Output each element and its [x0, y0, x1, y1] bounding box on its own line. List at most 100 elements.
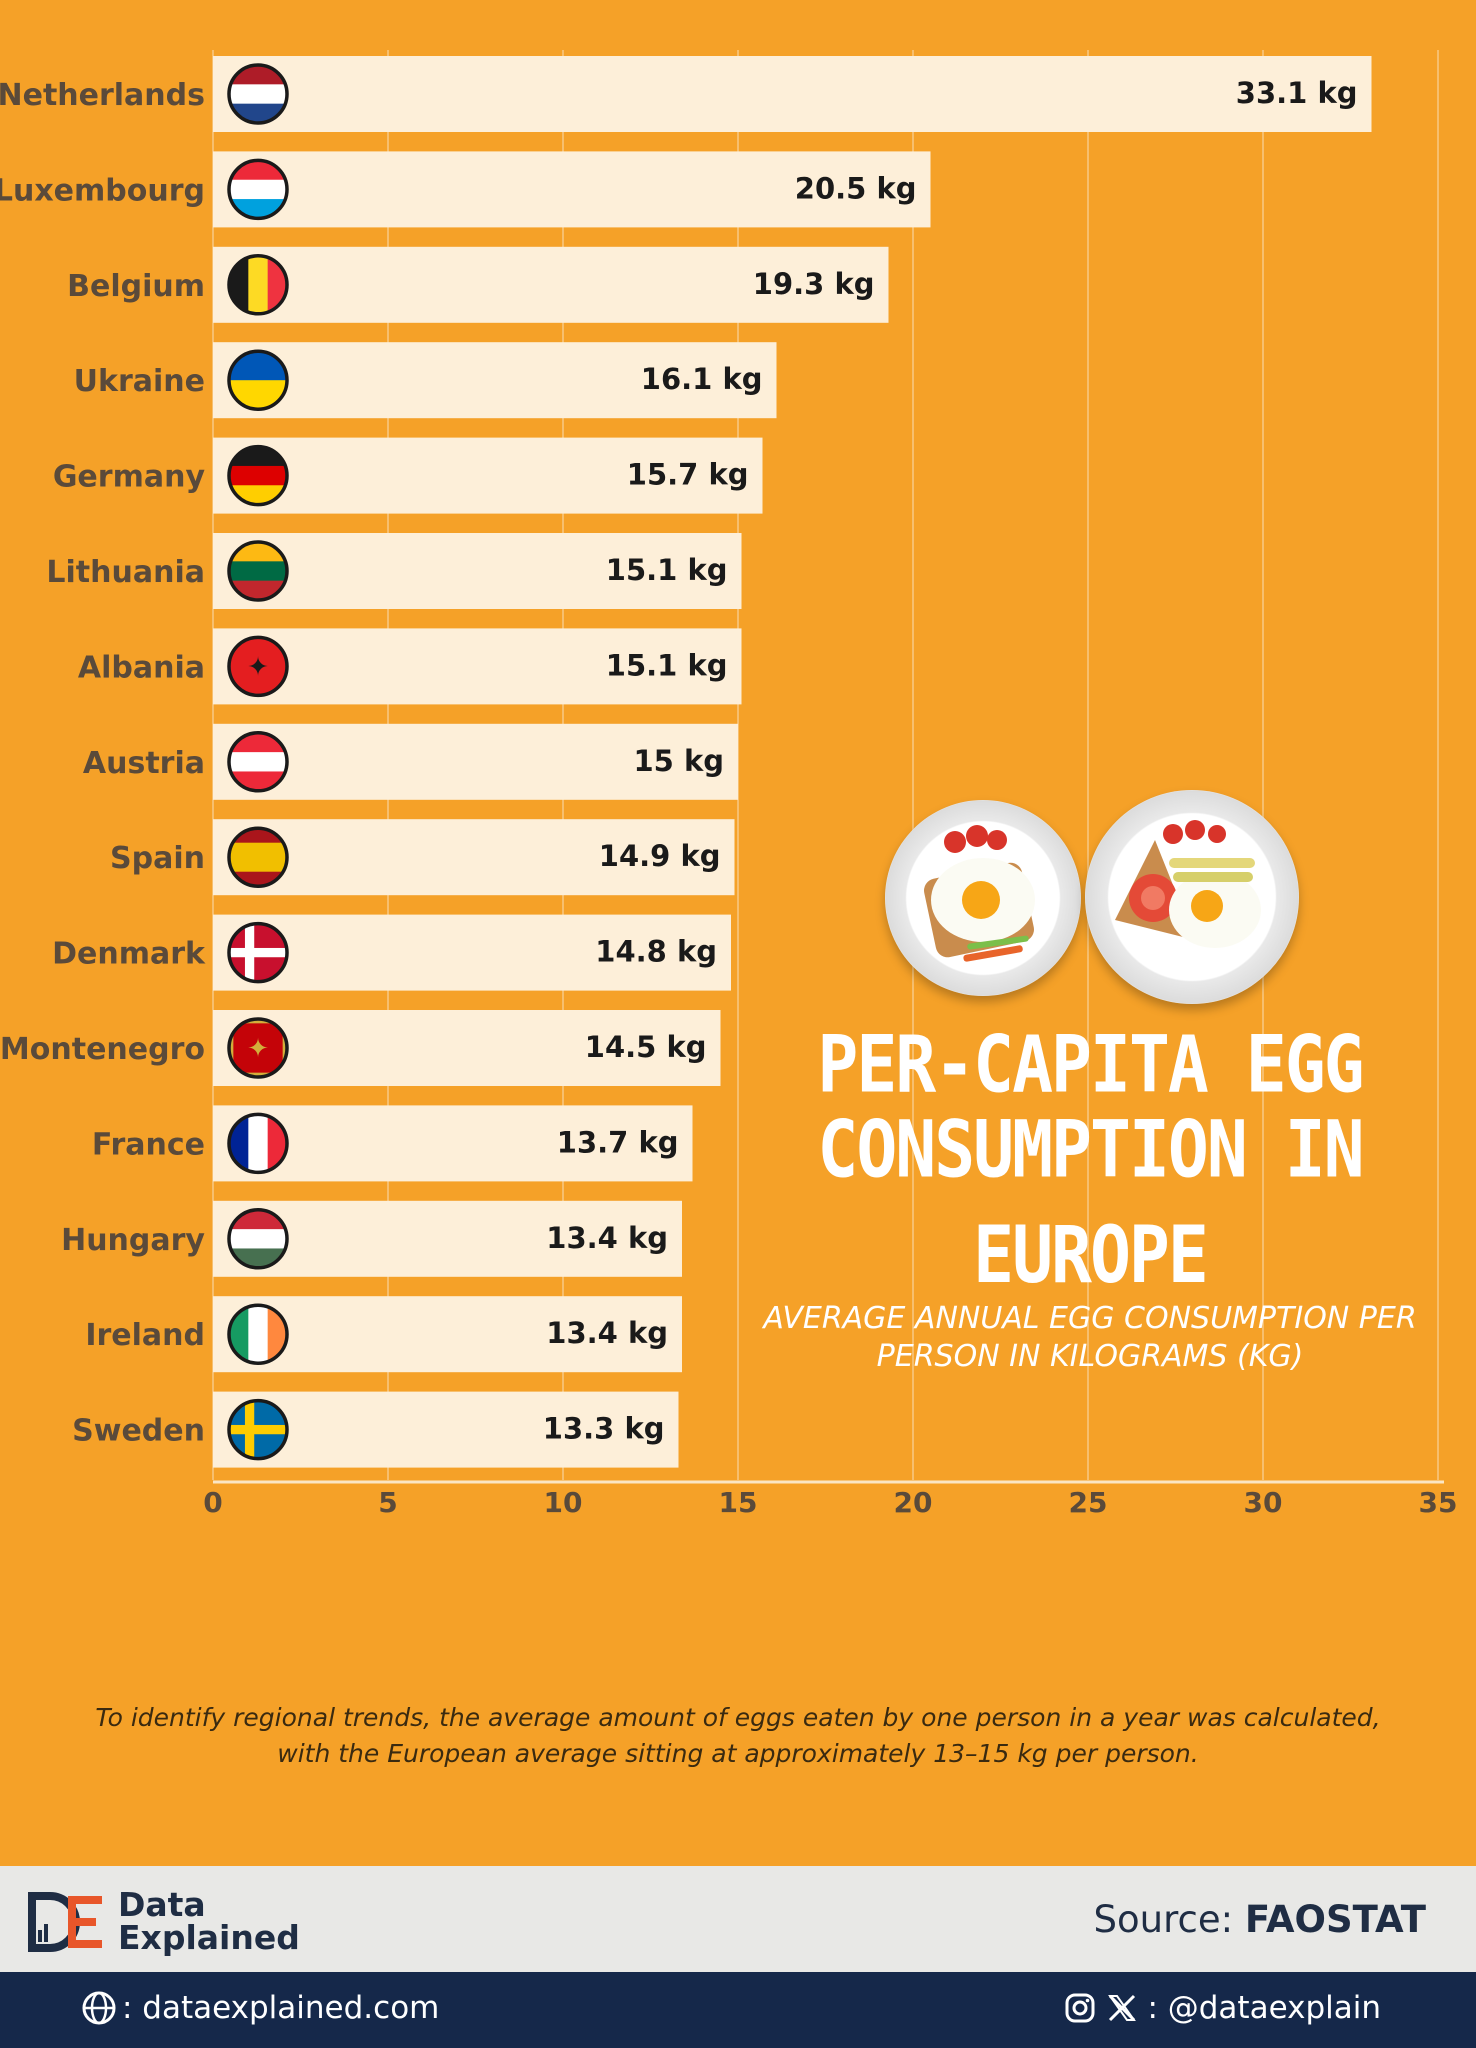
- category-label-ukraine: Ukraine: [74, 364, 205, 399]
- svg-text:✦: ✦: [247, 1034, 269, 1064]
- bar-montenegro: [213, 1010, 721, 1086]
- x-tick-label-5: 5: [378, 1486, 397, 1519]
- value-label-belgium: 19.3 kg: [753, 267, 875, 301]
- category-label-belgium: Belgium: [67, 269, 205, 304]
- bar-ireland: [213, 1296, 682, 1373]
- value-label-lithuania: 15.1 kg: [606, 553, 728, 587]
- value-label-austria: 15 kg: [634, 744, 725, 778]
- flag-ring-montenegro: [227, 1017, 289, 1079]
- flag-ring-netherlands: [227, 63, 289, 125]
- brand-name: Data Explained: [118, 1888, 300, 1954]
- source-name: FAOSTAT: [1244, 1898, 1426, 1941]
- plate-left: [885, 800, 1081, 996]
- flag-ring-albania: [227, 635, 289, 698]
- x-tick-label-25: 25: [1069, 1486, 1108, 1519]
- bar-germany: [213, 437, 763, 514]
- flag-ring-luxembourg: [227, 158, 289, 221]
- note-line-1: To identify regional trends, the average…: [95, 1703, 1381, 1732]
- category-label-spain: Spain: [110, 841, 205, 876]
- brand-name-line-2: Explained: [118, 1918, 300, 1957]
- value-label-montenegro: 14.5 kg: [585, 1030, 707, 1064]
- category-label-luxembourg: Luxembourg: [0, 173, 205, 208]
- fried-egg-icon: [924, 825, 1035, 962]
- breakfast-plates-illustration: [885, 790, 1305, 1005]
- bar-albania: [213, 628, 742, 705]
- value-label-ireland: 13.4 kg: [546, 1316, 668, 1350]
- bar-spain: [213, 819, 735, 896]
- x-tick-label-20: 20: [894, 1486, 933, 1519]
- value-label-netherlands: 33.1 kg: [1236, 76, 1358, 110]
- instagram-icon: [1065, 1993, 1095, 2023]
- category-label-netherlands: Netherlands: [0, 78, 205, 113]
- flag-ring-denmark: [227, 921, 289, 984]
- chart-title-line-2: CONSUMPTION IN EUROPE: [817, 1105, 1364, 1302]
- category-label-france: France: [92, 1127, 205, 1162]
- bar-ukraine: [213, 342, 777, 419]
- flag-ring-spain: [227, 826, 289, 888]
- flag-ring-sweden: [227, 1398, 289, 1461]
- value-label-albania: 15.1 kg: [606, 648, 728, 682]
- social-handle[interactable]: : @dataexplain: [1147, 1990, 1381, 2026]
- footer-website[interactable]: : dataexplained.com: [82, 1990, 439, 2026]
- bar-austria: [213, 723, 738, 800]
- x-tick-label-15: 15: [719, 1486, 758, 1519]
- bar-denmark: [213, 914, 731, 991]
- footer-social[interactable]: : @dataexplain: [1063, 1990, 1381, 2026]
- flag-ring-austria: [227, 731, 289, 793]
- value-label-luxembourg: 20.5 kg: [795, 171, 917, 205]
- category-label-montenegro: Montenegro: [0, 1032, 205, 1067]
- data-explained-logo-icon: [28, 1892, 102, 1952]
- svg-text:✦: ✦: [247, 652, 269, 682]
- bar-sweden: [213, 1391, 679, 1468]
- source-credit: Source: FAOSTAT: [1094, 1898, 1426, 1941]
- chart-subtitle-line-1: AVERAGE ANNUAL EGG CONSUMPTION PER: [763, 1301, 1417, 1336]
- flag-ring-belgium: [227, 254, 289, 316]
- note-line-2: with the European average sitting at app…: [277, 1739, 1199, 1768]
- footer-bar: : dataexplained.com : @dataexplain: [0, 1972, 1476, 2048]
- toast-tomato-icon: [1115, 820, 1261, 948]
- value-label-hungary: 13.4 kg: [546, 1221, 668, 1255]
- value-label-sweden: 13.3 kg: [543, 1412, 665, 1446]
- category-label-austria: Austria: [83, 746, 205, 781]
- category-label-germany: Germany: [53, 460, 206, 495]
- category-label-lithuania: Lithuania: [46, 555, 205, 590]
- globe-icon: [82, 1991, 116, 2025]
- chart-title-line-1: PER-CAPITA EGG: [817, 1020, 1364, 1111]
- methodology-note: To identify regional trends, the average…: [60, 1700, 1416, 1772]
- flag-ring-hungary: [227, 1208, 289, 1270]
- bar-chart: Netherlands 33.1 kg Luxembourg 20.5 kg Belgi…: [0, 50, 1458, 1519]
- bar-netherlands: [213, 56, 1372, 132]
- x-tick-label-30: 30: [1244, 1486, 1283, 1519]
- category-label-denmark: Denmark: [52, 937, 206, 972]
- flag-ring-ireland: [227, 1303, 289, 1365]
- brand-name-line-1: Data: [118, 1885, 206, 1924]
- category-label-albania: Albania: [78, 650, 205, 685]
- value-label-spain: 14.9 kg: [599, 839, 721, 873]
- brand-bar: Data Explained Source: FAOSTAT: [0, 1866, 1476, 1972]
- value-label-germany: 15.7 kg: [627, 458, 749, 492]
- source-prefix: Source:: [1093, 1898, 1245, 1941]
- bar-belgium: [213, 246, 889, 323]
- category-label-sweden: Sweden: [72, 1414, 205, 1449]
- flag-ring-germany: [227, 444, 289, 507]
- x-tick-label-10: 10: [544, 1486, 583, 1519]
- value-label-denmark: 14.8 kg: [595, 935, 717, 969]
- chart-title-block: PER-CAPITA EGG CONSUMPTION IN EUROPE AVE…: [720, 1020, 1460, 1376]
- category-label-ireland: Ireland: [85, 1318, 205, 1353]
- flag-ring-ukraine: [227, 349, 289, 411]
- bar-luxembourg: [213, 151, 931, 228]
- bar-lithuania: [213, 533, 742, 609]
- flag-ring-france: [227, 1112, 289, 1175]
- x-tick-label-0: 0: [203, 1486, 222, 1519]
- x-tick-label-35: 35: [1419, 1486, 1458, 1519]
- plate-right: [1085, 790, 1299, 1004]
- category-label-hungary: Hungary: [61, 1223, 205, 1258]
- x-twitter-icon: [1108, 1994, 1137, 2022]
- flag-ring-lithuania: [227, 540, 289, 602]
- chart-subtitle-line-2: PERSON IN KILOGRAMS (KG): [876, 1339, 1304, 1374]
- bar-france: [213, 1105, 693, 1182]
- bar-hungary: [213, 1200, 682, 1277]
- value-label-ukraine: 16.1 kg: [641, 362, 763, 396]
- value-label-france: 13.7 kg: [557, 1125, 679, 1159]
- website-text[interactable]: : dataexplained.com: [122, 1990, 440, 2026]
